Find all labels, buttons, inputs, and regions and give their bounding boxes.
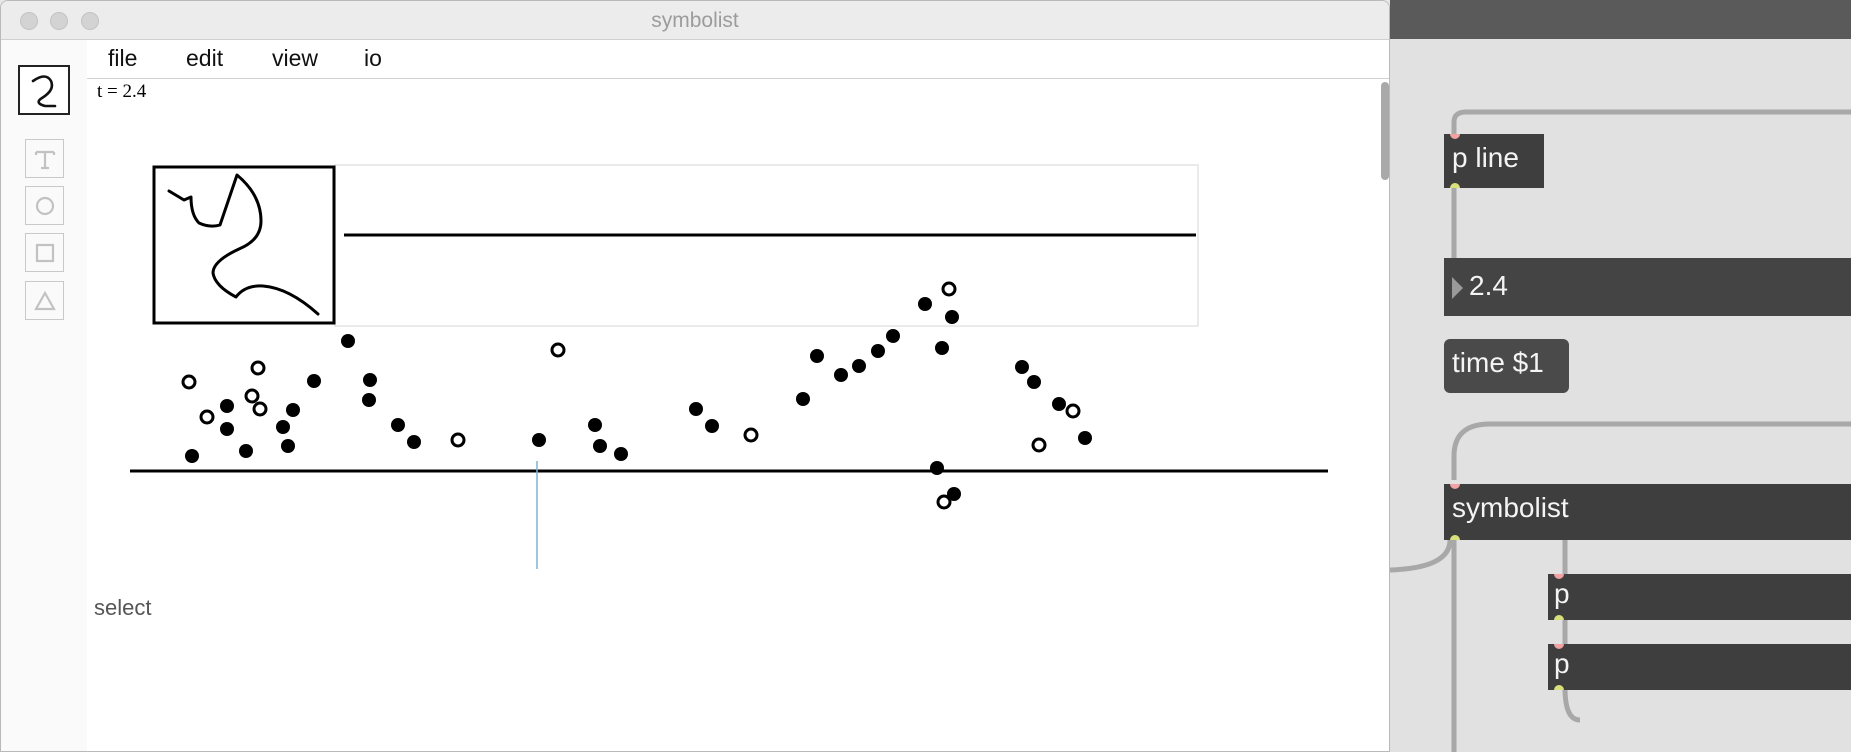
minimize-window-button[interactable]	[50, 12, 68, 30]
circle-tool-button[interactable]	[25, 186, 64, 225]
filled-note[interactable]	[852, 359, 866, 373]
filled-note[interactable]	[341, 334, 355, 348]
text-tool-button[interactable]	[25, 139, 64, 178]
hollow-note[interactable]	[1065, 403, 1081, 419]
menu-view[interactable]: view	[272, 45, 319, 71]
filled-note[interactable]	[947, 487, 961, 501]
p-object-2-label: p	[1554, 648, 1570, 679]
hollow-note[interactable]	[199, 409, 215, 425]
triangle-tool-button[interactable]	[25, 281, 64, 320]
filled-note[interactable]	[286, 403, 300, 417]
p-object-1-label: p	[1554, 578, 1570, 609]
filled-note[interactable]	[307, 374, 321, 388]
filled-note[interactable]	[588, 418, 602, 432]
patch-cords	[1390, 109, 1851, 752]
status-text: select	[94, 595, 152, 620]
filled-note-group	[185, 297, 1092, 501]
menu-edit[interactable]: edit	[186, 45, 224, 71]
upper-staff-frame	[334, 164, 1199, 327]
filled-note[interactable]	[886, 329, 900, 343]
filled-note[interactable]	[871, 344, 885, 358]
filled-note[interactable]	[220, 422, 234, 436]
hollow-note[interactable]	[941, 281, 957, 297]
filled-note[interactable]	[689, 402, 703, 416]
title-bar[interactable]: symbolist	[1, 1, 1389, 40]
filled-note[interactable]	[935, 341, 949, 355]
filled-note[interactable]	[185, 449, 199, 463]
filled-note[interactable]	[220, 399, 234, 413]
score-canvas[interactable]: t = 2.4	[87, 79, 1389, 751]
filled-note[interactable]	[407, 435, 421, 449]
p-line-object[interactable]: p line	[1444, 134, 1544, 188]
menu-bar: file edit view io	[87, 40, 1389, 79]
filled-note[interactable]	[1052, 397, 1066, 411]
p-line-label: p line	[1452, 142, 1519, 173]
filled-note[interactable]	[1078, 431, 1092, 445]
square-tool-icon	[35, 243, 54, 262]
clef-curve-drawing	[167, 173, 320, 316]
hollow-note[interactable]	[550, 342, 566, 358]
time-label: t = 2.4	[97, 81, 147, 102]
filled-note[interactable]	[363, 373, 377, 387]
filled-note[interactable]	[281, 439, 295, 453]
p-object-2[interactable]: p	[1548, 644, 1851, 690]
filled-note[interactable]	[614, 447, 628, 461]
zoom-window-button[interactable]	[81, 12, 99, 30]
curve-tool-icon	[31, 75, 57, 108]
score-drawing	[130, 164, 1328, 569]
number-triangle-icon	[1452, 276, 1463, 299]
max-patcher-background: p line 2.4 time $1 symbolist p p	[1390, 0, 1851, 752]
number-value: 2.4	[1469, 270, 1508, 301]
hollow-note[interactable]	[252, 401, 268, 417]
number-box[interactable]: 2.4	[1444, 258, 1851, 316]
filled-note[interactable]	[918, 297, 932, 311]
filled-note[interactable]	[1027, 375, 1041, 389]
hollow-note-group	[181, 281, 1081, 510]
circle-tool-icon	[35, 196, 54, 215]
time-message-label: time $1	[1452, 347, 1544, 378]
filled-note[interactable]	[593, 439, 607, 453]
hollow-note[interactable]	[743, 427, 759, 443]
triangle-tool-icon	[33, 290, 56, 310]
hollow-note[interactable]	[1031, 437, 1047, 453]
menu-file[interactable]: file	[108, 45, 138, 71]
filled-note[interactable]	[834, 368, 848, 382]
filled-note[interactable]	[705, 419, 719, 433]
hollow-note[interactable]	[181, 374, 197, 390]
filled-note[interactable]	[930, 461, 944, 475]
square-tool-button[interactable]	[25, 233, 64, 272]
symbolist-window: symbolist f	[0, 0, 1390, 752]
hollow-note[interactable]	[244, 388, 260, 404]
time-message-box[interactable]: time $1	[1444, 339, 1569, 393]
symbolist-object-label: symbolist	[1452, 492, 1569, 523]
hollow-note[interactable]	[936, 494, 952, 510]
tool-palette	[1, 40, 88, 751]
vertical-scrollbar[interactable]	[1381, 82, 1389, 180]
hollow-note[interactable]	[250, 360, 266, 376]
hollow-note[interactable]	[450, 432, 466, 448]
filled-note[interactable]	[239, 444, 253, 458]
filled-note[interactable]	[810, 349, 824, 363]
p-object-1[interactable]: p	[1548, 574, 1851, 620]
menu-io[interactable]: io	[364, 45, 382, 71]
filled-note[interactable]	[276, 420, 290, 434]
filled-note[interactable]	[532, 433, 546, 447]
filled-note[interactable]	[945, 310, 959, 324]
symbolist-object[interactable]: symbolist	[1444, 484, 1851, 540]
patcher-toolbar	[1390, 0, 1851, 39]
window-title: symbolist	[651, 9, 739, 32]
text-tool-icon	[34, 150, 55, 169]
filled-note[interactable]	[796, 392, 810, 406]
filled-note[interactable]	[391, 418, 405, 432]
curve-tool-button[interactable]	[18, 65, 70, 115]
filled-note[interactable]	[1015, 360, 1029, 374]
close-window-button[interactable]	[20, 12, 38, 30]
filled-note[interactable]	[362, 393, 376, 407]
